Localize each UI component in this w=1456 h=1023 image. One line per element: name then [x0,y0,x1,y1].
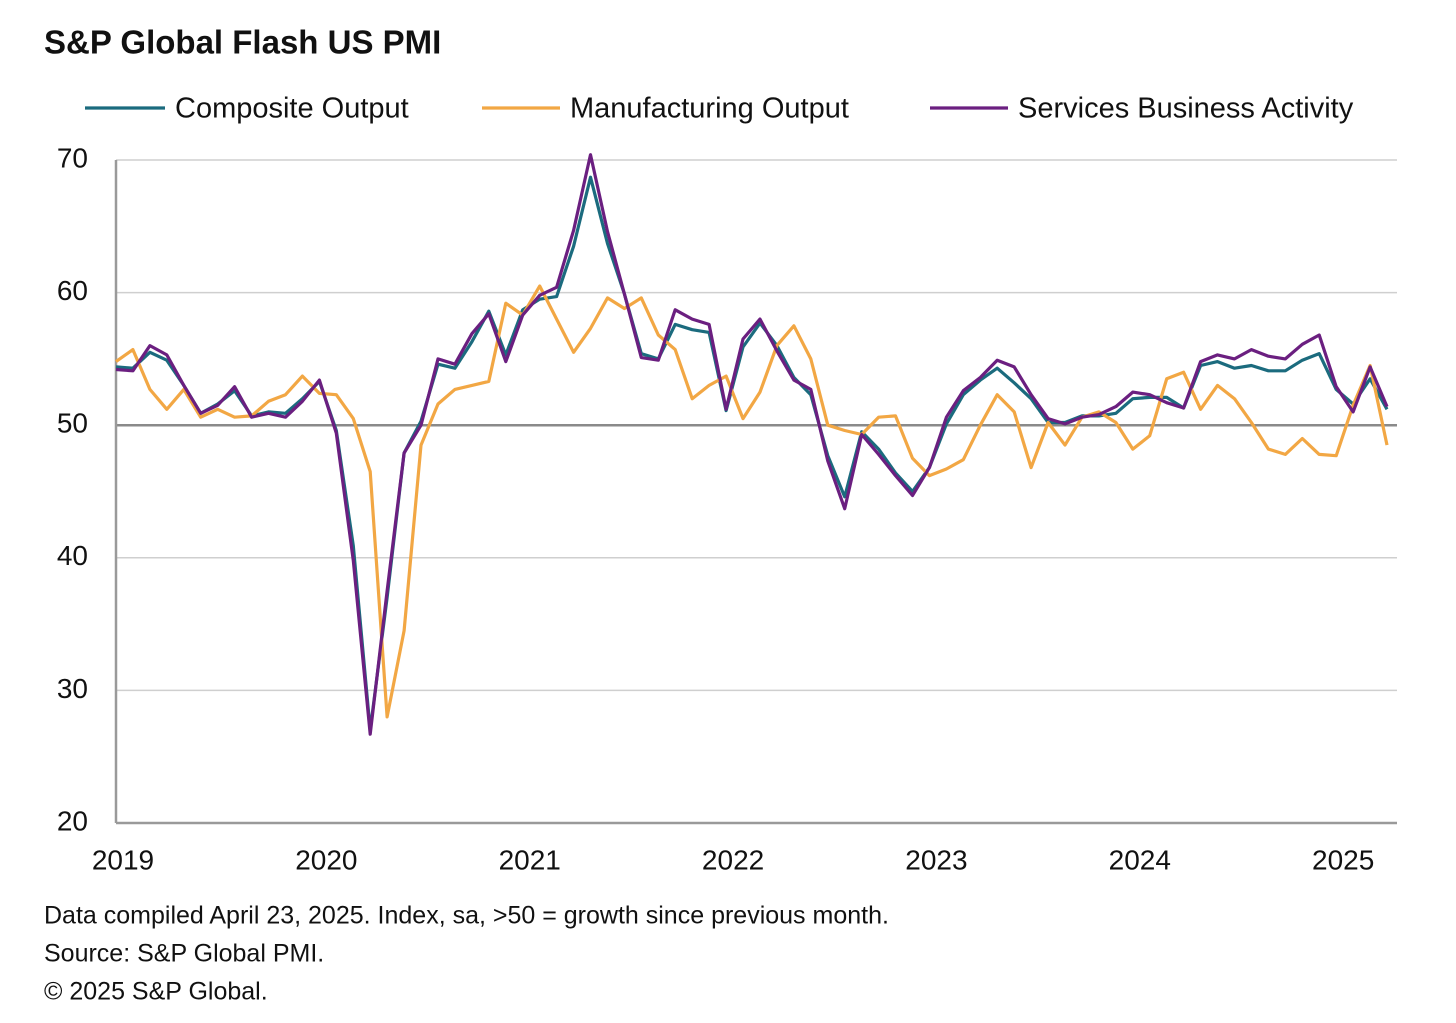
x-tick-label: 2020 [295,844,357,875]
footnote: Data compiled April 23, 2025. Index, sa,… [44,902,889,930]
chart-title: S&P Global Flash US PMI [44,24,441,61]
y-tick-label: 50 [57,408,88,439]
series-line [115,153,1389,736]
x-tick-label: 2025 [1312,844,1374,875]
footnote: © 2025 S&P Global. [44,978,268,1006]
y-tick-label: 20 [57,805,88,836]
x-tick-label: 2024 [1109,844,1171,875]
y-tick-label: 30 [57,673,88,704]
legend-label: Services Business Activity [1018,93,1354,125]
legend-label: Manufacturing Output [570,93,849,125]
x-tick-label: 2022 [702,844,764,875]
y-tick-label: 40 [57,540,88,571]
y-tick-label: 60 [57,275,88,306]
x-tick-label: 2019 [92,844,154,875]
x-tick-label: 2023 [905,844,967,875]
x-tick-label: 2021 [499,844,561,875]
series-line [115,284,1389,719]
legend-label: Composite Output [175,93,409,125]
footnote: Source: S&P Global PMI. [44,940,324,968]
series-line [115,175,1389,732]
y-tick-label: 70 [57,142,88,173]
